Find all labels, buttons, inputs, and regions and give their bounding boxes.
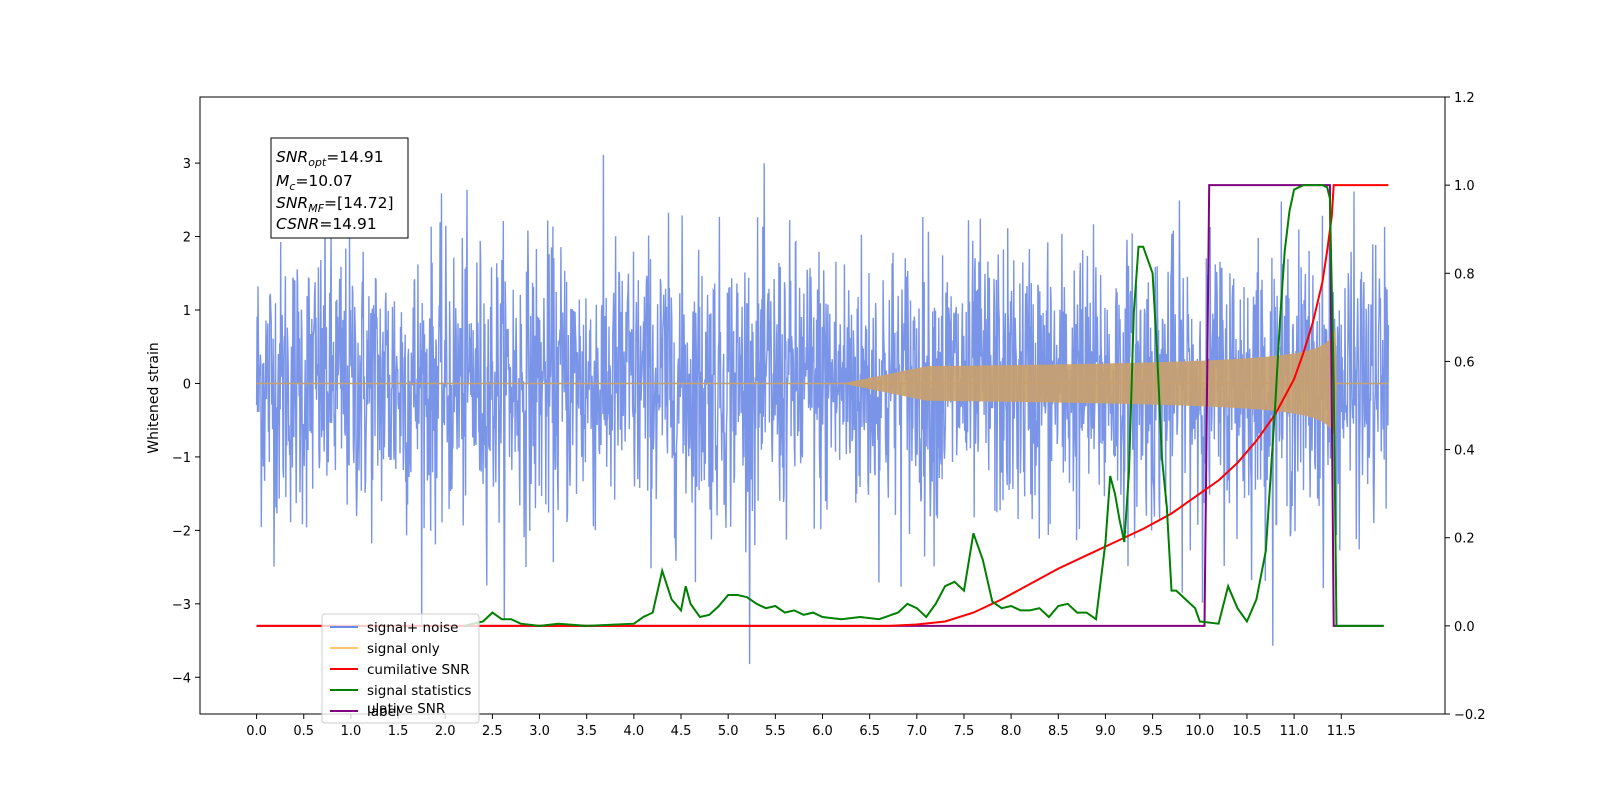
annotation-snr-mf: SNRMF=[14.72]	[276, 194, 394, 215]
x-axis-ticks: 0.0 0.5 1.0 1.5 2.0 2.5 3.0 3.5 4.0 4.5 5.0 5.5 6.0 6…	[246, 714, 1356, 739]
x-tick-label: 10.5	[1232, 724, 1261, 739]
x-tick-label: 0.5	[293, 724, 314, 739]
x-tick-label: 1.5	[388, 724, 409, 739]
x-tick-label: 9.5	[1142, 724, 1163, 739]
x-tick-label: 6.5	[859, 724, 880, 739]
y-tick-label: −3	[172, 598, 191, 613]
x-tick-label: 4.5	[671, 724, 692, 739]
x-tick-label: 2.0	[435, 724, 456, 739]
legend-label: signal only	[367, 641, 440, 657]
x-tick-label: 4.0	[624, 724, 645, 739]
series-signal-noise-line	[255, 154, 1390, 665]
x-tick-label: 7.0	[906, 724, 927, 739]
y-right-tick-label: 1.0	[1454, 179, 1475, 194]
y-right-tick-label: 0.4	[1454, 444, 1475, 459]
y-tick-label: 0	[183, 377, 191, 392]
plot-area	[255, 154, 1390, 665]
legend-label: signal+ noise	[367, 620, 458, 636]
series-signal-statistics-line	[463, 184, 1384, 627]
x-tick-label: 8.0	[1001, 724, 1022, 739]
x-tick-label: 3.0	[529, 724, 550, 739]
y-axis-ticks-right: 1.2 1.0 0.8 0.6 0.4 0.2 0.0 −0.2	[1445, 91, 1486, 723]
y-right-tick-label: 0.6	[1454, 355, 1475, 370]
y-right-tick-label: 0.0	[1454, 620, 1475, 635]
y-right-tick-label: 1.2	[1454, 91, 1475, 106]
x-tick-label: 0.0	[246, 724, 267, 739]
legend-ghost-text: ulative SNR	[367, 701, 445, 717]
x-tick-label: 5.5	[765, 724, 786, 739]
y-right-tick-label: −0.2	[1454, 708, 1486, 723]
y-right-tick-label: 0.8	[1454, 267, 1475, 282]
legend-label: label	[367, 704, 400, 720]
legend: ulative SNR signal+ noise signal only cumi…	[321, 613, 480, 724]
x-tick-label: 10.0	[1185, 724, 1214, 739]
y-tick-label: 2	[183, 231, 191, 246]
x-tick-label: 3.5	[576, 724, 597, 739]
annotation-snr-opt: SNRopt=14.91	[276, 148, 384, 169]
annotation-chirp-mass: Mc=10.07	[276, 172, 353, 193]
y-tick-label: 1	[183, 304, 191, 319]
x-tick-label: 5.0	[718, 724, 739, 739]
x-tick-label: 8.5	[1048, 724, 1069, 739]
y-axis-ticks-left: 3 2 1 0 −1 −2 −3 −4	[172, 157, 200, 686]
x-tick-label: 6.0	[812, 724, 833, 739]
y-axis-label: Whitened strain	[146, 342, 162, 453]
y-tick-label: −1	[172, 451, 191, 466]
series-cumulative-snr-line	[256, 184, 1389, 627]
x-tick-label: 7.5	[954, 724, 975, 739]
x-tick-label: 1.0	[341, 724, 362, 739]
x-tick-label: 9.0	[1095, 724, 1116, 739]
y-tick-label: −2	[172, 524, 191, 539]
stats-annotation-box: SNRopt=14.91 Mc=10.07 SNRMF=[14.72] CSNR…	[270, 137, 409, 239]
y-right-tick-label: 0.2	[1454, 532, 1475, 547]
y-tick-label: 3	[183, 157, 191, 172]
x-tick-label: 11.5	[1327, 724, 1356, 739]
legend-label: cumilative SNR	[367, 662, 470, 678]
legend-label: signal statistics	[367, 683, 471, 699]
x-tick-label: 11.0	[1280, 724, 1309, 739]
annotation-csnr: CSNR=14.91	[276, 215, 377, 233]
x-tick-label: 2.5	[482, 724, 503, 739]
y-tick-label: −4	[172, 671, 191, 686]
